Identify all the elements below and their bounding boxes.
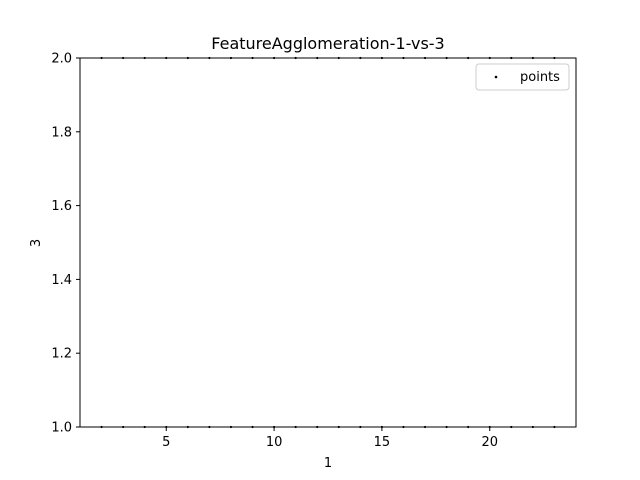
y-axis-label: 3 (29, 239, 44, 247)
y-tick-label: 2.0 (51, 52, 72, 67)
legend-box (475, 63, 570, 91)
x-tick-label: 20 (481, 435, 498, 450)
points-layer (100, 56, 556, 429)
y-tick-label: 1.4 (51, 273, 72, 288)
y-tick-label: 1.0 (51, 421, 72, 436)
y-tick-label: 1.2 (51, 347, 72, 362)
x-tick-label: 10 (266, 435, 283, 450)
axes-frame (79, 57, 577, 428)
plot-area (80, 58, 576, 427)
x-axis-ticks: 5 10 15 20 (162, 427, 498, 450)
legend: points (475, 63, 570, 91)
legend-label: points (520, 70, 560, 85)
axes-background (80, 58, 576, 427)
legend-marker (494, 75, 498, 79)
y-tick-label: 1.8 (51, 125, 72, 140)
y-axis-ticks: 1.0 1.2 1.4 1.6 1.8 2.0 (51, 52, 80, 436)
chart-title: FeatureAgglomeration-1-vs-3 (211, 34, 444, 53)
y-tick-label: 1.6 (51, 199, 72, 214)
x-tick-label: 15 (374, 435, 391, 450)
x-tick-label: 5 (162, 435, 170, 450)
x-axis-label: 1 (324, 456, 332, 471)
